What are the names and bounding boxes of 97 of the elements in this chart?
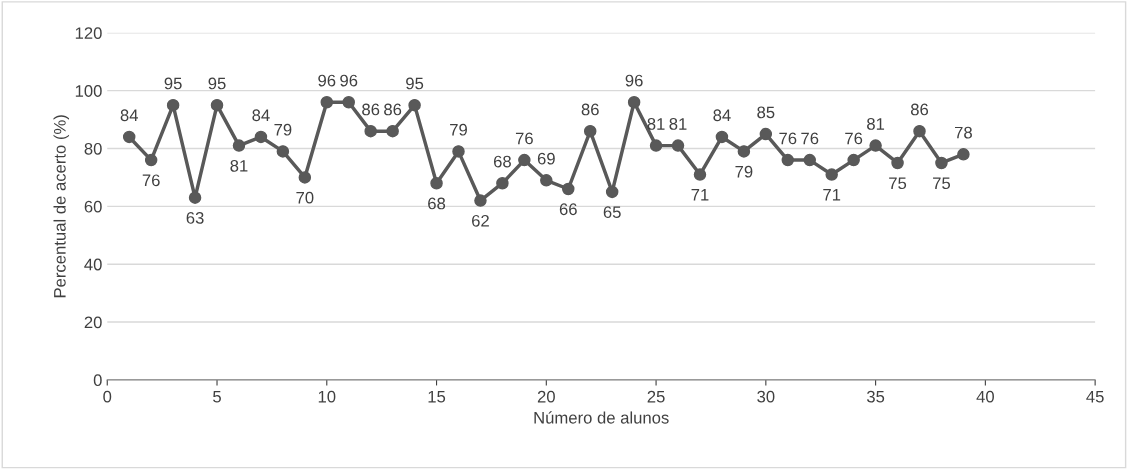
data-label: 63	[186, 212, 204, 224]
data-label: 79	[450, 123, 467, 136]
data-label: 76	[142, 174, 160, 187]
point	[605, 185, 619, 199]
x-tick-label: 25	[647, 390, 665, 403]
point	[188, 191, 202, 204]
data-label: 84	[252, 109, 270, 122]
point	[452, 145, 465, 158]
point	[232, 139, 246, 152]
data-label: 76	[515, 132, 533, 145]
x-tick-label: 15	[428, 390, 446, 403]
x-tick-label: 5	[213, 390, 221, 403]
x-tick-label: 20	[537, 390, 555, 403]
data-label: 76	[845, 132, 863, 145]
data-label: 95	[406, 77, 424, 90]
data-label: 69	[537, 152, 555, 165]
point	[342, 95, 355, 109]
x-tick-label: 30	[757, 390, 775, 403]
point	[847, 153, 860, 167]
y-tick-label: 20	[84, 316, 102, 329]
point	[803, 153, 816, 167]
point	[957, 148, 970, 161]
data-label: 81	[230, 159, 248, 172]
point	[649, 139, 663, 152]
x-tick-label: 40	[976, 390, 994, 403]
x-axis-title: Número de alunos	[534, 411, 669, 424]
point	[759, 127, 773, 141]
point	[386, 124, 399, 138]
data-label: 66	[559, 203, 577, 216]
data-label: 68	[428, 197, 446, 210]
point	[891, 156, 904, 170]
data-label: 71	[823, 189, 841, 201]
point	[715, 130, 729, 144]
data-label: 68	[493, 155, 511, 168]
x-tick-label: 10	[318, 390, 336, 403]
point	[627, 95, 641, 109]
point	[693, 168, 707, 181]
data-label: 86	[910, 103, 929, 116]
point	[364, 124, 377, 138]
point	[254, 130, 268, 144]
point	[320, 95, 334, 109]
data-label: 65	[603, 206, 621, 219]
data-label: 79	[274, 123, 292, 136]
data-label: 86	[384, 103, 402, 116]
data-label: 76	[779, 132, 797, 145]
y-tick-label: 100	[75, 85, 102, 97]
point	[540, 174, 553, 187]
data-label: 75	[933, 177, 951, 190]
data-label: 78	[955, 126, 972, 139]
point	[144, 153, 158, 167]
data-label: 84	[713, 109, 731, 122]
data-label: 81	[669, 118, 687, 130]
data-label: 96	[625, 74, 643, 87]
point	[210, 98, 224, 112]
data-label: 85	[757, 106, 775, 119]
data-label: 71	[691, 189, 709, 201]
data-label: 96	[340, 74, 358, 87]
point	[408, 98, 421, 112]
point	[913, 124, 926, 138]
data-label: 79	[735, 165, 753, 178]
data-label: 75	[889, 177, 907, 190]
point	[518, 153, 531, 167]
data-label: 95	[164, 77, 182, 90]
data-label: 81	[647, 118, 665, 130]
data-label: 86	[581, 103, 599, 116]
point	[737, 145, 751, 158]
y-tick-label: 40	[84, 258, 102, 271]
point	[935, 156, 948, 170]
y-axis-title: Percentual de acerto (%)	[53, 115, 70, 298]
data-label: 70	[296, 191, 314, 204]
y-tick-label: 0	[93, 374, 102, 387]
x-tick-label: 35	[866, 390, 885, 403]
point	[583, 124, 597, 138]
x-tick-label: 45	[1086, 390, 1104, 403]
point	[276, 145, 290, 158]
data-label: 76	[801, 132, 819, 145]
point	[825, 168, 838, 181]
point	[496, 176, 509, 190]
point	[562, 182, 575, 196]
point	[781, 153, 795, 167]
y-tick-label: 80	[84, 142, 102, 155]
point	[298, 171, 312, 184]
data-label: 62	[472, 214, 489, 227]
y-tick-label: 60	[84, 200, 102, 213]
data-label: 84	[120, 109, 138, 122]
point	[474, 194, 487, 207]
point	[430, 176, 443, 190]
y-tick-label: 120	[75, 27, 102, 40]
data-label: 81	[867, 118, 885, 130]
data-label: 86	[362, 103, 380, 116]
point	[122, 130, 136, 144]
data-label: 96	[318, 74, 336, 87]
point	[166, 98, 180, 112]
data-label: 95	[208, 77, 226, 90]
x-tick-label: 0	[103, 390, 112, 403]
point	[671, 139, 685, 152]
point	[869, 139, 882, 152]
